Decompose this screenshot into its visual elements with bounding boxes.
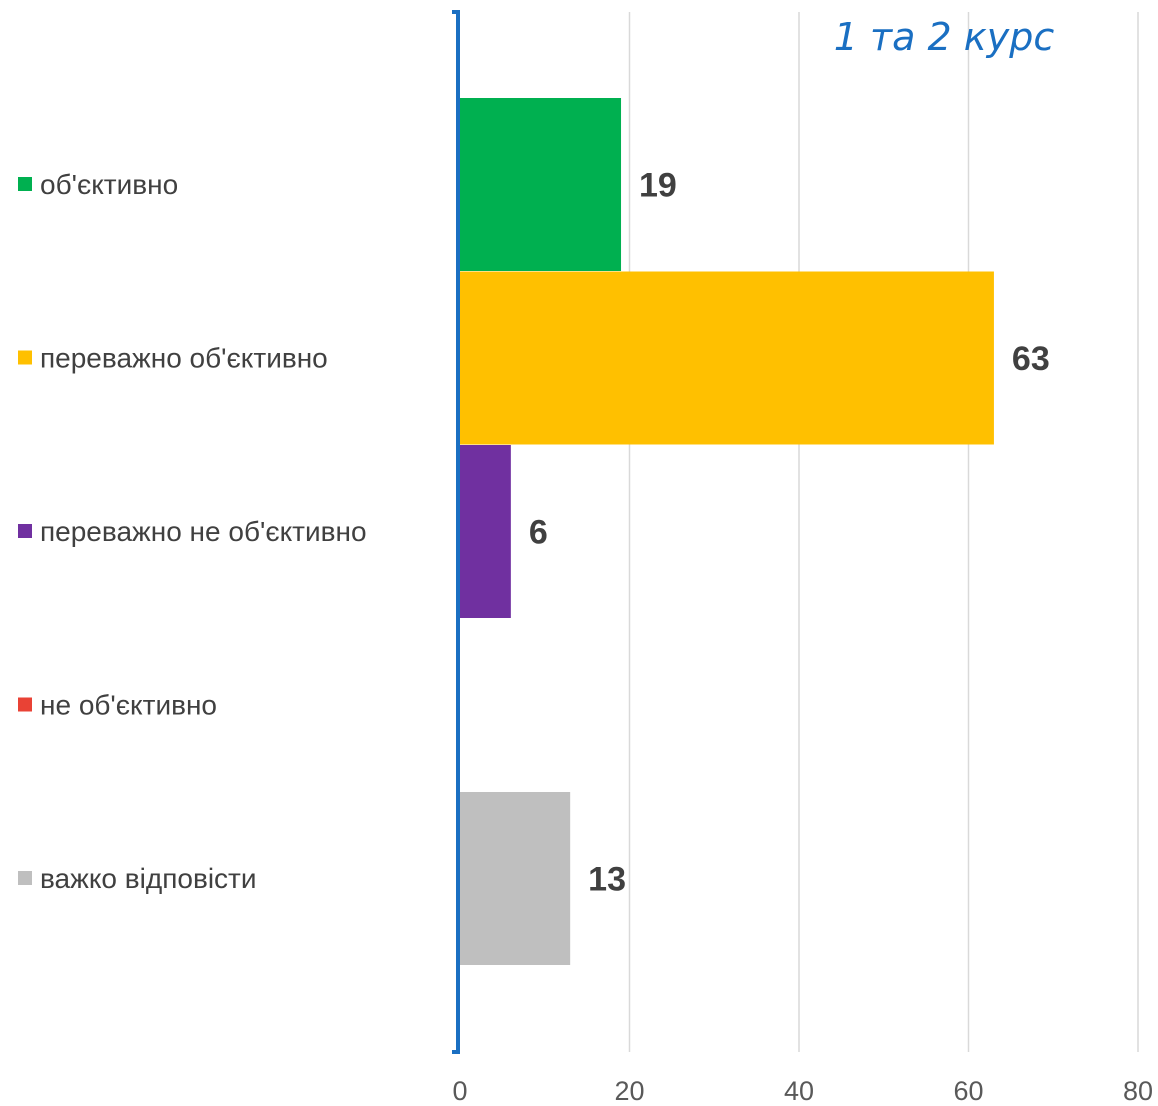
bar-2 [460,445,511,618]
chart-title: 1 та 2 курс [834,15,1055,59]
legend-swatch-2 [18,524,32,538]
x-tick-0: 0 [452,1076,467,1106]
bar-0 [460,98,622,271]
bar-1 [460,271,994,445]
x-tick-20: 20 [614,1076,644,1106]
gridlines [628,12,1139,1052]
y-axis [452,10,460,1054]
legend-swatch-0 [18,177,32,191]
data-label-1: 63 [1012,340,1050,378]
data-label-2: 6 [529,514,548,552]
legend-swatch-4 [18,871,32,885]
data-labels: 19 63 6 13 [529,167,1050,899]
legend-label-3: не об'єктивно [40,690,217,721]
legend-label-1: переважно об'єктивно [40,343,328,374]
data-label-4: 13 [588,861,626,899]
x-tick-80: 80 [1123,1076,1153,1106]
legend-label-0: об'єктивно [40,169,178,200]
legend: об'єктивно переважно об'єктивно переважно … [18,169,367,894]
legend-swatch-1 [18,350,32,365]
legend-swatch-3 [18,697,32,712]
x-tick-60: 60 [953,1076,983,1106]
legend-label-2: переважно не об'єктивно [40,516,367,547]
data-label-0: 19 [639,167,677,205]
y-axis-line [452,10,460,1054]
bar-4 [460,792,571,965]
bars [460,98,994,965]
x-tick-40: 40 [784,1076,814,1106]
legend-label-4: важко відповісти [40,863,257,894]
x-tick-labels: 0 20 40 60 80 [452,1076,1153,1106]
